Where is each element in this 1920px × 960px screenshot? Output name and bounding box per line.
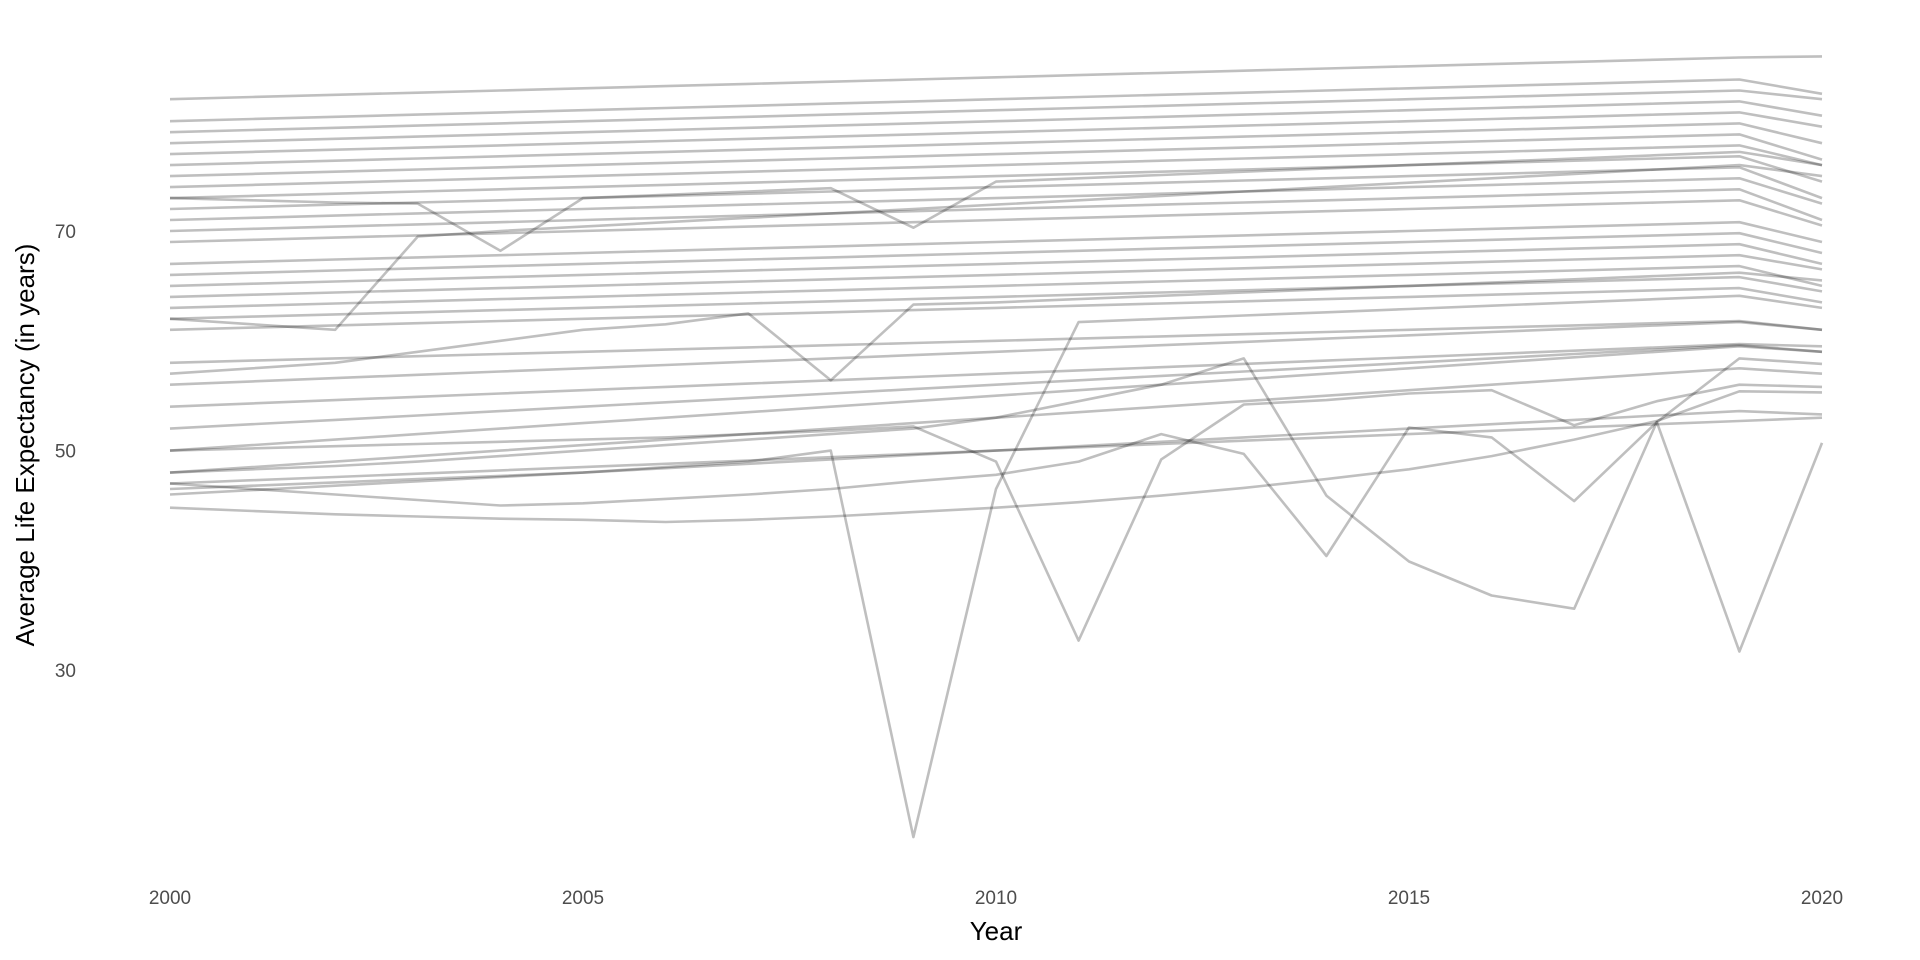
- series-line-16: [169, 253, 1823, 299]
- series-line-1: [169, 78, 1823, 123]
- y-tick-label: 70: [55, 222, 76, 243]
- series-lines: [169, 55, 1824, 839]
- series-line-15: [169, 242, 1823, 288]
- series-line-17: [169, 264, 1823, 310]
- series-line-24: [169, 344, 1823, 452]
- series-line-28: [169, 389, 1823, 524]
- x-axis-title: Year: [970, 916, 1023, 946]
- series-line-26: [169, 416, 1823, 485]
- series-line-3: [169, 100, 1823, 145]
- y-tick-label: 50: [55, 442, 76, 463]
- series-line-4: [169, 111, 1823, 156]
- x-tick-label: 2015: [1388, 888, 1430, 909]
- series-line-14: [169, 231, 1823, 277]
- series-line-35: [169, 357, 1823, 611]
- y-axis-title: Average Life Expectancy (in years): [10, 244, 40, 647]
- series-line-2: [169, 89, 1823, 134]
- series-line-27: [169, 409, 1823, 496]
- series-line-31: [169, 271, 1823, 382]
- series-line-22: [169, 342, 1823, 408]
- x-tick-label: 2005: [562, 888, 604, 909]
- series-line-34: [169, 420, 1824, 653]
- series-line-11: [169, 188, 1823, 233]
- series-line-9: [169, 166, 1823, 211]
- series-line-19: [169, 286, 1823, 332]
- y-axis-ticks: 30 50 70: [55, 222, 76, 682]
- series-line-10: [169, 177, 1823, 222]
- series-line-23: [169, 343, 1823, 430]
- series-line-25: [169, 366, 1823, 474]
- y-tick-label: 30: [55, 661, 76, 682]
- x-tick-label: 2010: [975, 888, 1017, 909]
- x-tick-label: 2020: [1801, 888, 1843, 909]
- series-line-20: [169, 319, 1823, 365]
- series-line-32: [169, 294, 1823, 839]
- series-line-13: [169, 220, 1823, 266]
- x-tick-label: 2000: [149, 888, 191, 909]
- series-line-21: [169, 320, 1823, 386]
- series-line-7: [169, 144, 1823, 189]
- series-line-6: [169, 133, 1823, 178]
- series-line-5: [169, 122, 1823, 167]
- series-line-29: [169, 163, 1823, 332]
- series-line-18: [169, 275, 1823, 321]
- series-line-0: [169, 55, 1823, 101]
- series-line-33: [169, 383, 1823, 642]
- series-line-8: [169, 155, 1823, 200]
- x-axis-ticks: 2000 2005 2010 2015 2020: [149, 888, 1843, 909]
- series-line-30: [169, 150, 1823, 253]
- series-line-12: [169, 199, 1823, 244]
